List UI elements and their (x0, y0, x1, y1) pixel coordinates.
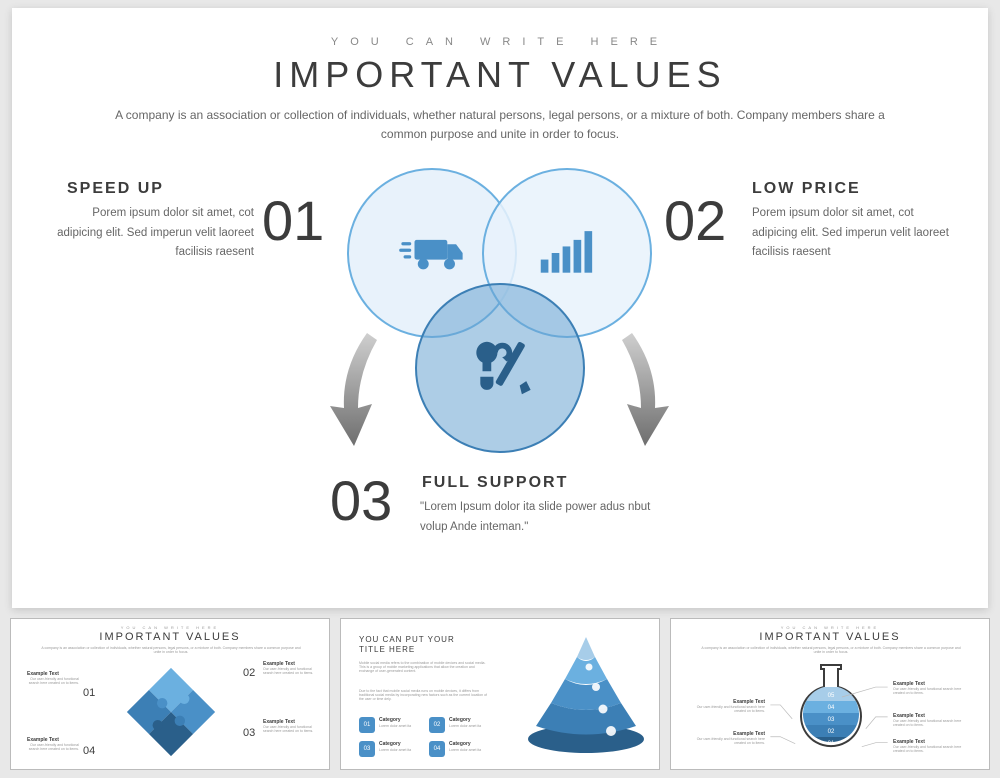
venn-diagram: 01 SPEED UP Porem ipsum dolor sit amet, … (12, 158, 988, 598)
arrow-right (617, 328, 677, 448)
thumb-3[interactable]: YOU CAN WRITE HERE IMPORTANT VALUES A co… (670, 618, 990, 770)
subtitle: A company is an association or collectio… (112, 106, 888, 144)
thumb-1-d04: Our user-friendly and functional search … (27, 743, 79, 751)
thumb-1-title: IMPORTANT VALUES (11, 631, 329, 643)
item-01-title: SPEED UP (67, 180, 164, 198)
thumb-1[interactable]: YOU CAN WRITE HERE IMPORTANT VALUES A co… (10, 618, 330, 770)
main-slide: YOU CAN WRITE HERE IMPORTANT VALUES A co… (12, 8, 988, 608)
thumb-1-pretitle: YOU CAN WRITE HERE (11, 625, 329, 630)
tools-icon (465, 333, 535, 403)
thumb-2-cat-04: 04 (429, 741, 445, 757)
thumb-1-n04: 04 (83, 745, 95, 757)
thumb-1-d01: Our user-friendly and functional search … (27, 677, 79, 685)
item-01-number: 01 (262, 188, 324, 253)
thumb-2-title: YOU CAN PUT YOURTITLE HERE (359, 635, 479, 656)
item-01-body: Porem ipsum dolor sit amet, cot adipicin… (54, 204, 254, 263)
thumb-2-cat-03: 03 (359, 741, 375, 757)
truck-icon (397, 218, 467, 288)
item-03-title: FULL SUPPORT (422, 474, 568, 492)
arrow-left (322, 328, 382, 448)
venn-circle-3 (415, 283, 585, 453)
thumb-1-n02: 02 (243, 667, 255, 679)
item-02-number: 02 (664, 188, 726, 253)
thumb-1-d02: Our user-friendly and functional search … (263, 667, 315, 675)
puzzle-icon (119, 664, 223, 760)
thumb-2-cat-02: 02 (429, 717, 445, 733)
thumb-3-lines (671, 619, 989, 769)
thumb-2-cat-03-t: Category (379, 741, 401, 747)
thumbnail-row: YOU CAN WRITE HERE IMPORTANT VALUES A co… (10, 618, 990, 770)
item-02-title: LOW PRICE (752, 180, 861, 198)
thumb-2-cat-04-d: Lorem dolor amet ita (449, 748, 481, 752)
thumb-1-d03: Our user-friendly and functional search … (263, 725, 315, 733)
thumb-1-n01: 01 (83, 687, 95, 699)
cone-icon (521, 631, 651, 756)
thumb-1-sub: A company is an association or collectio… (41, 646, 301, 654)
thumb-2[interactable]: YOU CAN PUT YOURTITLE HERE Mobile social… (340, 618, 660, 770)
thumb-2-cat-02-t: Category (449, 717, 471, 723)
pretitle: YOU CAN WRITE HERE (12, 36, 988, 48)
thumb-2-cat-01: 01 (359, 717, 375, 733)
item-02-body: Porem ipsum dolor sit amet, cot adipicin… (752, 204, 952, 263)
thumb-2-cat-02-d: Lorem dolor amet ita (449, 724, 481, 728)
thumb-2-cat-01-t: Category (379, 717, 401, 723)
thumb-2-cat-03-d: Lorem dolor amet ita (379, 748, 411, 752)
thumb-2-sub1: Mobile social media refers to the combin… (359, 661, 489, 673)
bars-icon (532, 218, 602, 288)
thumb-2-cat-01-d: Lorem dolor amet ita (379, 724, 411, 728)
thumb-2-cat-04-t: Category (449, 741, 471, 747)
title: IMPORTANT VALUES (12, 54, 988, 96)
thumb-2-sub2: Due to the fact that mobile social media… (359, 689, 489, 701)
thumb-1-n03: 03 (243, 727, 255, 739)
item-03-number: 03 (330, 468, 392, 533)
item-03-body: "Lorem Ipsum dolor ita slide power adus … (420, 498, 660, 537)
